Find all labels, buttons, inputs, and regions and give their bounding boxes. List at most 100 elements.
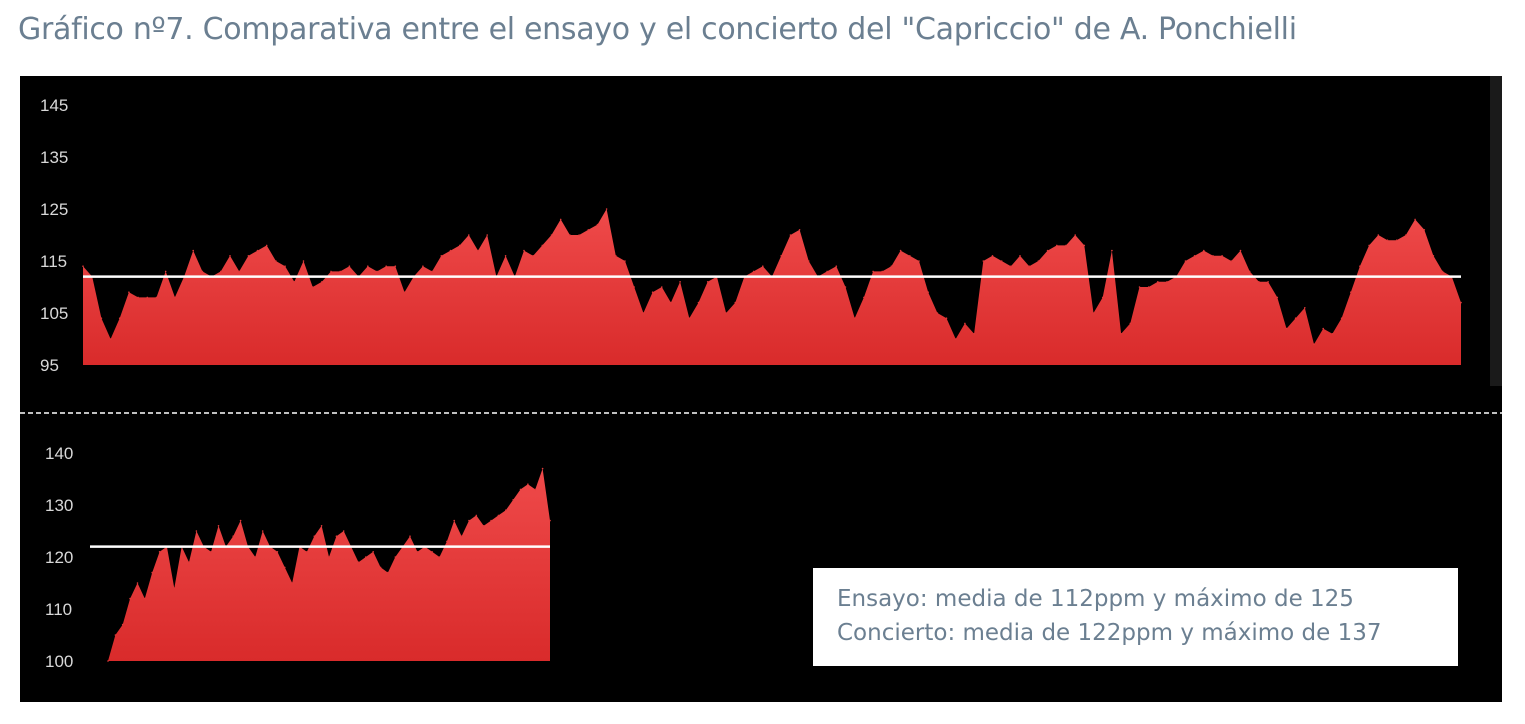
data-point [1056, 244, 1058, 247]
data-point [348, 265, 351, 268]
data-point [256, 249, 259, 252]
data-point [1285, 327, 1288, 330]
legend-ensayo: Ensayo: media de 112ppm y máximo de 125 [837, 586, 1354, 612]
chart-title: Gráfico nº7. Comparativa entre el ensayo… [18, 12, 1297, 47]
data-point [1203, 249, 1205, 252]
data-point [1331, 333, 1334, 335]
data-point [239, 519, 242, 522]
data-point [1120, 333, 1122, 335]
data-point [945, 317, 948, 320]
data-point [991, 255, 994, 257]
data-point [844, 286, 847, 288]
data-point [477, 249, 479, 252]
data-point [505, 509, 507, 512]
data-point [118, 317, 121, 320]
data-point [114, 634, 117, 636]
data-point [936, 312, 939, 314]
y-tick-label: 110 [45, 600, 72, 619]
data-point [121, 623, 124, 626]
data-point [254, 556, 257, 558]
data-point [1423, 229, 1426, 231]
data-point [1377, 234, 1380, 236]
data-point [549, 519, 551, 522]
data-point [826, 270, 828, 273]
data-point [328, 556, 330, 558]
data-point [569, 234, 571, 236]
data-point [587, 229, 590, 231]
data-point [762, 265, 764, 268]
data-point [1350, 291, 1352, 294]
data-point [144, 597, 146, 600]
data-point [265, 244, 268, 247]
y-tick-label: 100 [45, 652, 73, 671]
y-tick-label: 145 [40, 96, 68, 115]
data-point [541, 244, 544, 247]
data-point [313, 535, 316, 537]
data-point [330, 270, 332, 273]
data-point [1395, 239, 1398, 241]
data-point [519, 488, 522, 491]
data-point [1193, 255, 1196, 257]
data-point [129, 597, 131, 600]
data-point [1239, 249, 1242, 252]
ensayo-chart: 95 105 115 125 135 145 [40, 96, 1462, 375]
data-point [1129, 322, 1132, 325]
data-point [302, 260, 305, 262]
data-point [339, 270, 342, 273]
data-point [633, 286, 635, 288]
data-point [954, 338, 957, 340]
data-point [605, 208, 608, 210]
data-point [220, 270, 222, 273]
data-point [725, 312, 727, 314]
data-point [291, 582, 294, 584]
data-point [217, 525, 220, 527]
heart-rate-area [108, 468, 550, 661]
data-point [798, 229, 801, 231]
data-point [151, 571, 153, 574]
data-point [422, 265, 424, 268]
y-tick-label: 135 [40, 148, 68, 167]
data-point [1304, 307, 1306, 309]
data-point [293, 281, 296, 283]
data-point [679, 281, 681, 283]
data-point [752, 270, 755, 273]
legend-concierto: Concierto: media de 122ppm y máximo de 1… [837, 620, 1382, 646]
data-point [1368, 244, 1370, 247]
y-tick-label: 120 [45, 548, 73, 567]
data-point [872, 270, 874, 273]
data-point [379, 566, 382, 569]
data-point [431, 270, 433, 273]
data-point [1111, 249, 1113, 252]
data-point [1166, 281, 1168, 283]
data-point [409, 535, 411, 537]
data-point [276, 551, 279, 553]
data-point [158, 551, 161, 553]
data-point [661, 286, 663, 288]
data-point [261, 530, 264, 532]
data-point [387, 571, 389, 574]
data-point [137, 296, 139, 299]
data-point [284, 566, 286, 569]
data-point [284, 265, 286, 268]
data-point [321, 281, 323, 283]
data-point [1414, 218, 1416, 221]
data-point [534, 488, 537, 491]
data-point [385, 265, 388, 268]
data-point [468, 234, 470, 236]
data-point [1046, 249, 1049, 252]
data-point [697, 301, 700, 304]
data-point [780, 255, 782, 257]
data-point [486, 234, 489, 236]
data-point [1441, 270, 1444, 273]
data-point [1037, 260, 1040, 262]
data-point [881, 270, 883, 273]
data-point [1147, 286, 1150, 288]
data-point [863, 296, 865, 299]
data-point [578, 234, 580, 236]
data-point [1028, 265, 1030, 268]
y-tick-label: 140 [45, 444, 73, 463]
data-point [1092, 312, 1095, 314]
data-point [615, 255, 617, 257]
data-point [365, 556, 367, 558]
